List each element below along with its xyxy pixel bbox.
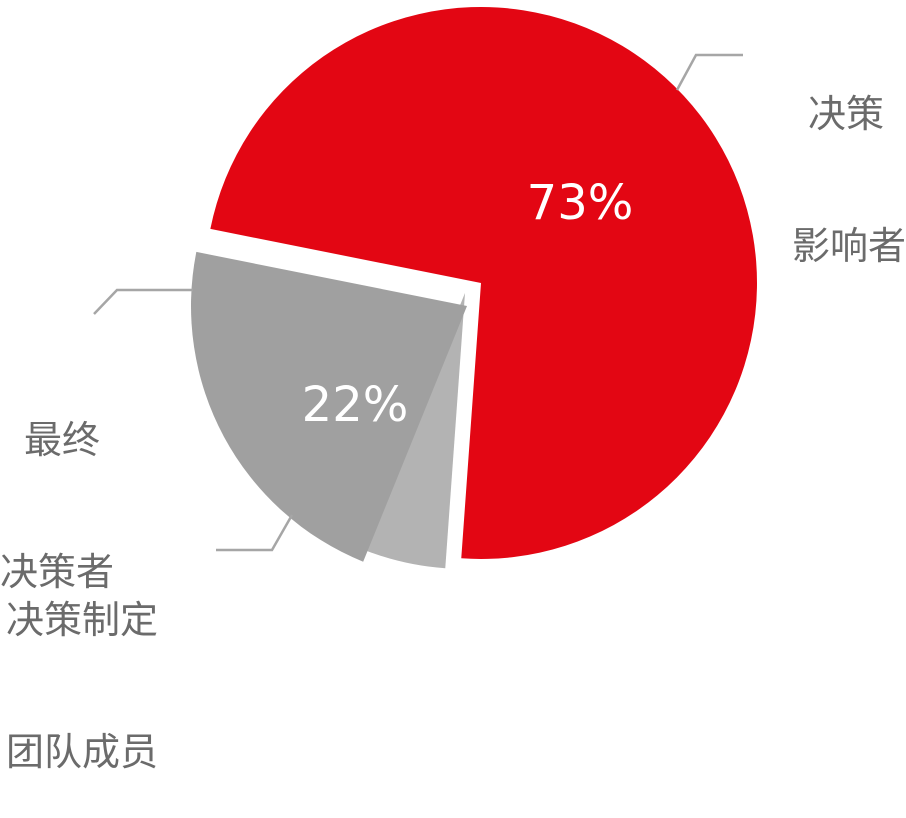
leader-line: [675, 53, 743, 91]
label-line: 决策: [807, 92, 884, 136]
label-line: 决策制定: [6, 598, 159, 642]
category-label-final-decision-makers: 最终 决策者: [0, 330, 150, 638]
pie-slice: [190, 251, 467, 562]
slice-value-label: 22%: [302, 377, 409, 433]
label-line: 团队成员: [6, 730, 159, 774]
label-line: 影响者: [791, 224, 906, 268]
category-label-decision-team-members: 决策制定 团队成员: [6, 510, 206, 818]
pie-slice: [210, 6, 758, 559]
leader-line: [216, 514, 294, 552]
label-line: 决策者: [0, 550, 115, 594]
pie-chart: 73%5%22%: [93, 6, 758, 569]
category-label-influencers: 决策 影响者: [762, 4, 906, 312]
slice-value-label: 73%: [527, 175, 634, 231]
leader-line: [93, 288, 193, 315]
label-line: 最终: [24, 418, 101, 462]
